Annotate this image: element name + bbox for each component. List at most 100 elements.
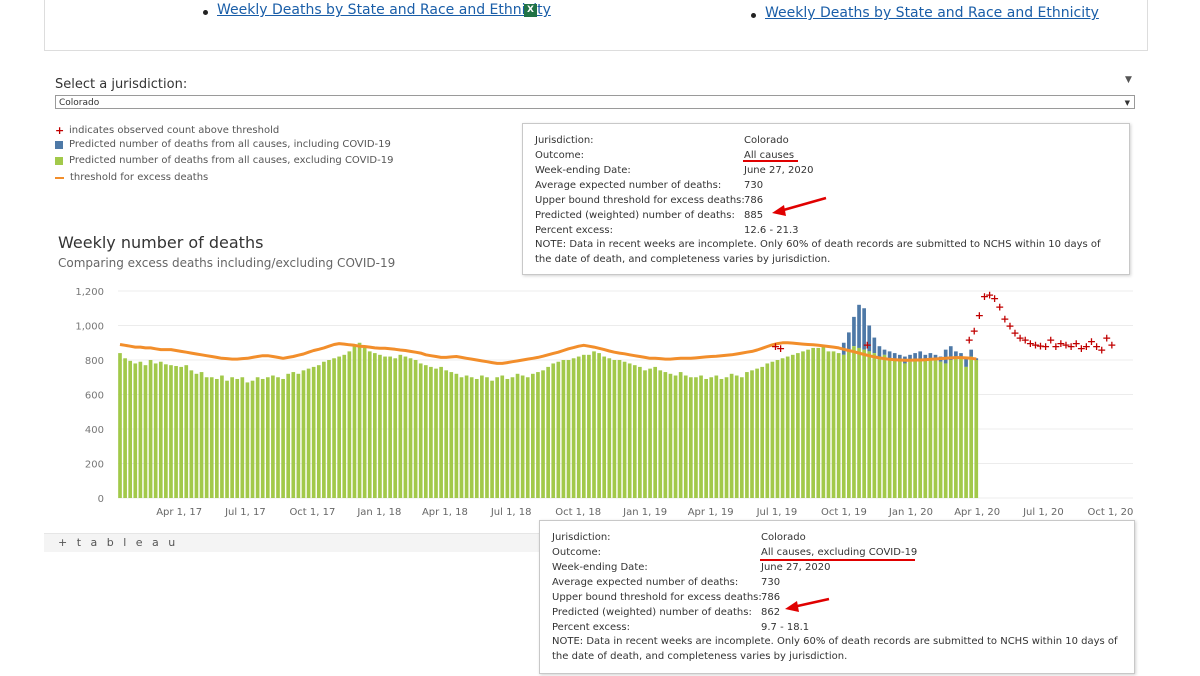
tip-note: NOTE: Data in recent weeks are incomplet… bbox=[552, 636, 1118, 662]
legend-excluding-covid[interactable]: Predicted number of deaths from all caus… bbox=[55, 155, 393, 166]
y-tick-label: 800 bbox=[85, 356, 104, 367]
above-threshold-marker: + bbox=[1031, 338, 1040, 351]
bar-excluding-covid bbox=[821, 346, 826, 498]
x-tick-label: Jul 1, 19 bbox=[756, 507, 798, 518]
bar-excluding-covid bbox=[444, 370, 449, 498]
above-threshold-marker: + bbox=[965, 333, 974, 346]
bar-including-covid bbox=[948, 346, 953, 360]
x-tick-label: Oct 1, 18 bbox=[555, 507, 601, 518]
bar-excluding-covid bbox=[434, 368, 438, 498]
bullet-right bbox=[751, 13, 756, 18]
bar-excluding-covid bbox=[265, 377, 270, 498]
bar-excluding-covid bbox=[974, 360, 979, 498]
tip-predicted-label: Predicted (weighted) number of deaths: bbox=[552, 607, 752, 618]
bar-excluding-covid bbox=[796, 353, 800, 498]
chart-title: Weekly number of deaths bbox=[58, 233, 264, 252]
tip-week-value: June 27, 2020 bbox=[761, 562, 831, 573]
above-threshold-marker: + bbox=[771, 340, 780, 353]
jurisdiction-select[interactable]: Colorado ▼ bbox=[55, 95, 1135, 109]
tip-percent-label: Percent excess: bbox=[535, 225, 613, 236]
bar-excluding-covid bbox=[220, 375, 224, 498]
tip-jurisdiction-value: Colorado bbox=[744, 135, 789, 146]
above-threshold-marker: + bbox=[1056, 337, 1065, 350]
bar-excluding-covid bbox=[199, 372, 204, 498]
bar-excluding-covid bbox=[775, 360, 780, 498]
bar-excluding-covid bbox=[184, 365, 189, 498]
bar-excluding-covid bbox=[938, 361, 943, 498]
bar-excluding-covid bbox=[811, 347, 816, 498]
bar-excluding-covid bbox=[724, 377, 729, 498]
chevron-down-icon[interactable]: ▼ bbox=[1125, 75, 1132, 85]
weekly-deaths-race-link-left[interactable]: Weekly Deaths by State and Race and Ethn… bbox=[217, 2, 551, 18]
x-tick-label: Apr 1, 19 bbox=[688, 507, 734, 518]
bar-including-covid bbox=[892, 353, 897, 360]
legend-threshold[interactable]: threshold for excess deaths bbox=[55, 172, 208, 183]
legend-including-covid[interactable]: Predicted number of deaths from all caus… bbox=[55, 139, 391, 150]
bar-excluding-covid bbox=[189, 370, 194, 498]
bar-excluding-covid bbox=[469, 377, 474, 498]
bar-excluding-covid bbox=[515, 373, 520, 498]
bar-including-covid bbox=[867, 325, 872, 352]
above-threshold-marker: + bbox=[1087, 335, 1096, 348]
bar-excluding-covid bbox=[683, 375, 688, 498]
chart-subtitle: Comparing excess deaths including/exclud… bbox=[58, 256, 396, 270]
above-threshold-marker: + bbox=[1102, 332, 1111, 345]
bar-including-covid bbox=[943, 349, 948, 364]
bar-excluding-covid bbox=[337, 356, 341, 498]
bar-excluding-covid bbox=[587, 354, 591, 498]
bar-excluding-covid bbox=[933, 358, 938, 498]
bar-including-covid bbox=[857, 304, 861, 348]
above-threshold-marker: + bbox=[1036, 339, 1045, 352]
above-threshold-marker: + bbox=[1046, 333, 1055, 346]
bar-including-covid bbox=[969, 349, 974, 357]
bar-excluding-covid bbox=[928, 360, 933, 498]
bar-excluding-covid bbox=[255, 377, 260, 498]
bar-including-covid bbox=[872, 337, 877, 354]
bar-excluding-covid bbox=[311, 366, 316, 498]
above-threshold-marker: + bbox=[1005, 320, 1014, 333]
bar-excluding-covid bbox=[485, 377, 489, 498]
bar-excluding-covid bbox=[663, 372, 668, 498]
x-tick-label: Jul 1, 18 bbox=[490, 507, 532, 518]
bar-including-covid bbox=[862, 308, 866, 350]
tip-jurisdiction-label: Jurisdiction: bbox=[535, 135, 594, 146]
bar-excluding-covid bbox=[495, 377, 500, 498]
bar-excluding-covid bbox=[306, 368, 311, 498]
bar-excluding-covid bbox=[240, 377, 245, 498]
threshold-line bbox=[119, 341, 977, 365]
bar-excluding-covid bbox=[546, 366, 550, 498]
tableau-toolbar: + t a b l e a u bbox=[44, 533, 544, 552]
top-links-card bbox=[44, 0, 1148, 51]
bar-excluding-covid bbox=[525, 377, 530, 498]
bar-excluding-covid bbox=[215, 378, 219, 498]
tooltip-all-causes: Jurisdiction: Colorado Outcome: All caus… bbox=[522, 123, 1130, 275]
bar-excluding-covid bbox=[836, 353, 841, 498]
above-threshold-marker: + bbox=[970, 325, 979, 338]
bar-excluding-covid bbox=[418, 363, 423, 498]
above-threshold-marker: + bbox=[863, 338, 872, 351]
bar-excluding-covid bbox=[230, 377, 234, 498]
bar-excluding-covid bbox=[352, 346, 357, 498]
bar-including-covid bbox=[847, 332, 851, 350]
above-threshold-marker: + bbox=[1077, 342, 1086, 355]
y-tick-label: 0 bbox=[98, 494, 104, 505]
above-threshold-marker: + bbox=[995, 301, 1004, 314]
tableau-logo[interactable]: + t a b l e a u bbox=[58, 536, 179, 549]
bar-excluding-covid bbox=[271, 375, 275, 498]
bar-excluding-covid bbox=[943, 363, 948, 498]
bar-excluding-covid bbox=[296, 373, 301, 498]
tip-upper-value: 786 bbox=[761, 592, 781, 603]
x-tick-label: Apr 1, 18 bbox=[422, 507, 468, 518]
bar-excluding-covid bbox=[316, 365, 321, 498]
weekly-deaths-race-link-right[interactable]: Weekly Deaths by State and Race and Ethn… bbox=[765, 5, 1099, 21]
bar-excluding-covid bbox=[276, 377, 280, 498]
bar-excluding-covid bbox=[882, 354, 887, 498]
bar-excluding-covid bbox=[286, 373, 291, 498]
above-threshold-marker: + bbox=[1016, 332, 1025, 345]
x-tick-label: Oct 1, 19 bbox=[821, 507, 867, 518]
excel-icon[interactable]: X bbox=[524, 4, 537, 17]
bar-excluding-covid bbox=[301, 370, 306, 498]
bar-including-covid bbox=[908, 354, 912, 362]
bar-excluding-covid bbox=[612, 360, 617, 498]
